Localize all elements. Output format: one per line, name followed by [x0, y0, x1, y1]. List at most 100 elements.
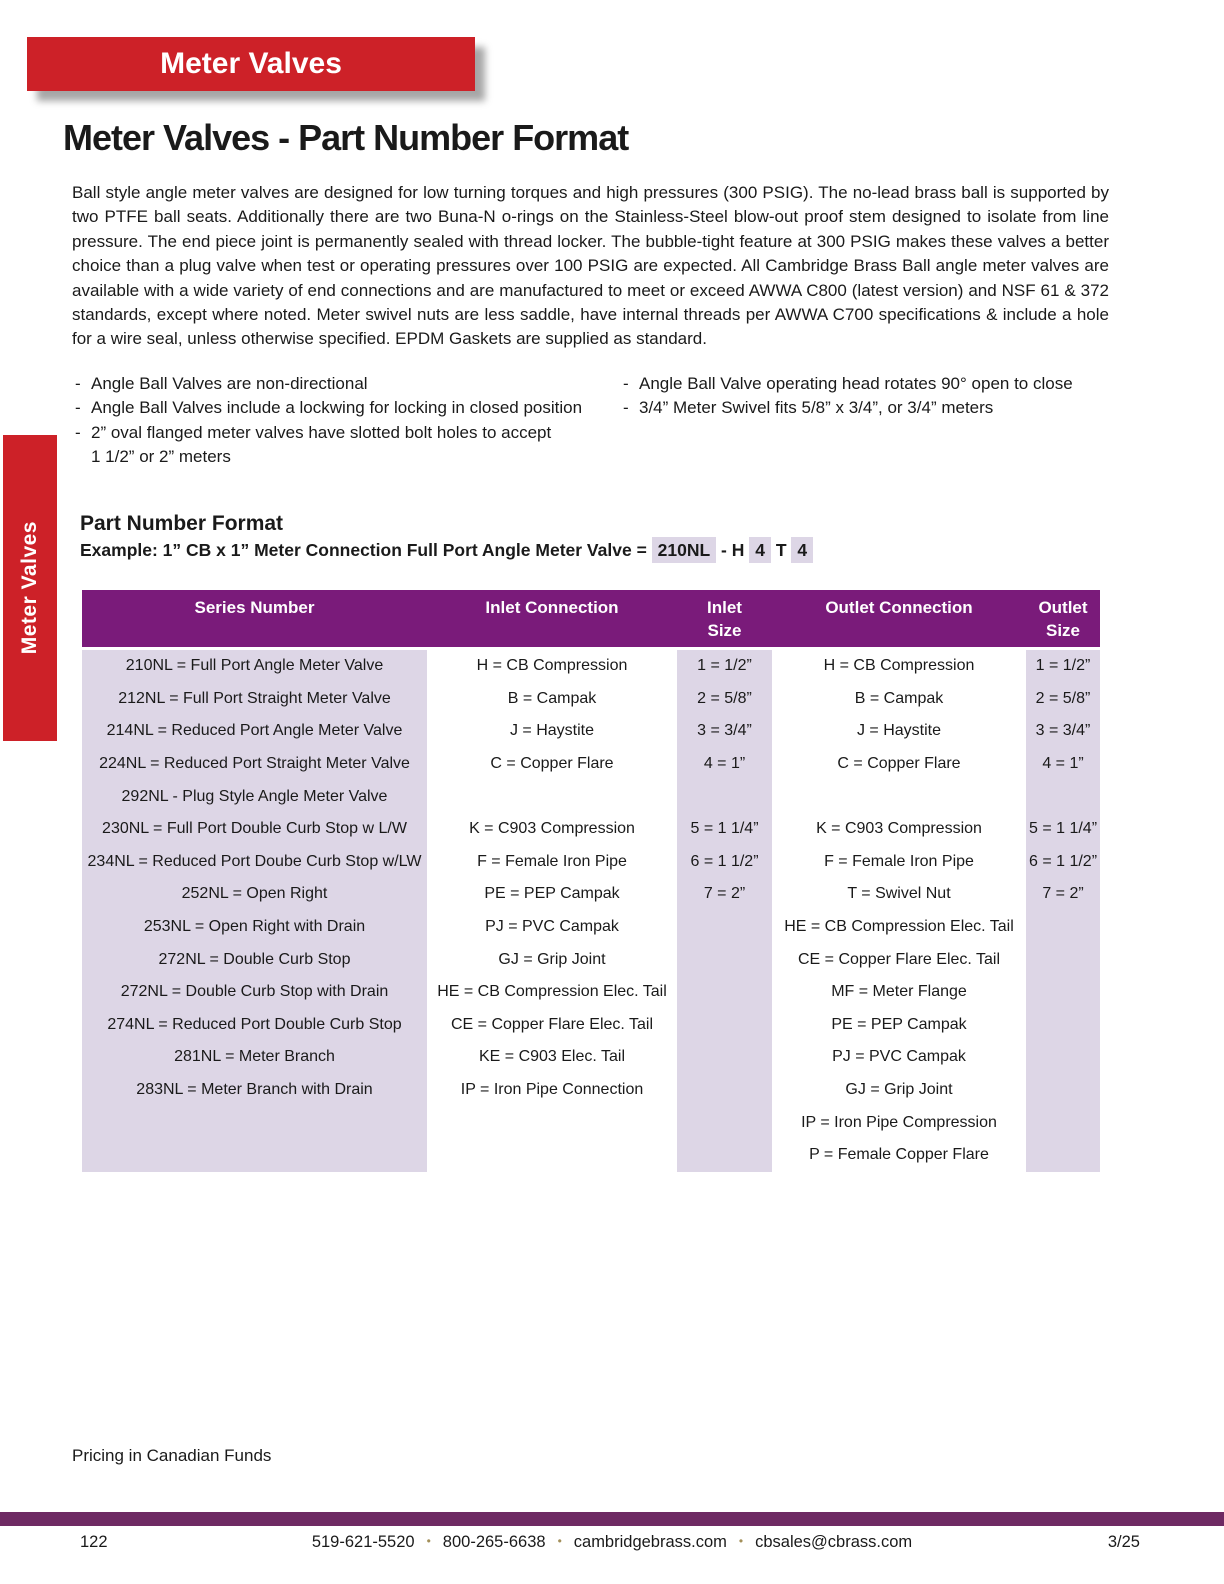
table-cell: H = CB Compression [476, 657, 628, 675]
table-cell [677, 1008, 772, 1042]
column-header: Series Number [194, 598, 315, 617]
example-segment-highlighted: 4 [791, 537, 814, 563]
table-cell: 281NL = Meter Branch [82, 1041, 427, 1074]
table-cell: C = Copper Flare [837, 755, 961, 773]
table-cell: 7 = 2” [677, 878, 772, 911]
table-cell: 272NL = Double Curb Stop with Drain [82, 975, 427, 1009]
table-cell: IP = Iron Pipe Compression [801, 1113, 997, 1131]
bullet-list-right: Angle Ball Valve operating head rotates … [622, 372, 1122, 421]
footer-contact-item: 519-621-5520 [311, 1533, 415, 1551]
section-heading: Part Number Format [80, 512, 284, 535]
table-cell: CE = Copper Flare Elec. Tail [797, 950, 1000, 968]
table-cell: 2 = 5/8” [677, 682, 772, 716]
table-cell: HE = CB Compression Elec. Tail [784, 918, 1014, 936]
table-cell [677, 780, 772, 813]
bullet-item: 2” oval flanged meter valves have slotte… [74, 421, 619, 470]
table-cell [427, 1139, 677, 1172]
category-banner-label: Meter Valves [160, 47, 342, 80]
footer-contact: 519-621-5520 • 800-265-6638 • cambridgebrass… [0, 1533, 1224, 1552]
table-cell: GJ = Grip Joint [498, 950, 606, 968]
table-cell: 234NL = Reduced Port Doube Curb Stop w/L… [82, 845, 427, 879]
table-cell: 3 = 3/4” [677, 715, 772, 748]
table-cell: 5 = 1 1/4” [677, 812, 772, 846]
table-cell [82, 1106, 427, 1139]
table-cell: MF = Meter Flange [831, 983, 967, 1001]
table-cell: 212NL = Full Port Straight Meter Valve [82, 682, 427, 716]
table-cell [1026, 1073, 1100, 1107]
table-cell [677, 910, 772, 944]
table-cell: 5 = 1 1/4” [1026, 812, 1100, 846]
table-cell [677, 1073, 772, 1107]
table-cell: PJ = PVC Campak [832, 1048, 966, 1066]
pricing-note: Pricing in Canadian Funds [72, 1446, 272, 1465]
part-number-table: Series Number Inlet Connection Inlet Size O… [82, 590, 1100, 1172]
example-code: 210NL - H 4 T 4 [651, 537, 814, 563]
table-cell: F = Female Iron Pipe [824, 852, 974, 870]
column-header: Outlet Connection [825, 598, 973, 617]
footer-divider [0, 1512, 1224, 1526]
example-segment: - H [716, 540, 750, 560]
category-banner: Meter Valves [27, 37, 475, 91]
side-tab: Meter Valves [3, 435, 57, 741]
bullet-item: Angle Ball Valves are non-directional [74, 372, 619, 397]
table-cell [1026, 1138, 1100, 1172]
table-cell: 274NL = Reduced Port Double Curb Stop [82, 1008, 427, 1042]
page-title: Meter Valves - Part Number Format [63, 117, 629, 158]
column-header: Inlet Connection [485, 598, 619, 617]
table-cell: B = Campak [507, 689, 597, 707]
table-cell: 1 = 1/2” [677, 650, 772, 683]
table-body: 210NL = Full Port Angle Meter Valve H = C… [82, 650, 1100, 1172]
table-cell: 253NL = Open Right with Drain [82, 910, 427, 944]
footer-edition: 3/25 [1107, 1533, 1140, 1551]
separator-dot-icon: • [426, 1534, 431, 1548]
table-cell: 2 = 5/8” [1026, 682, 1100, 716]
table-cell: T = Swivel Nut [847, 885, 951, 903]
table-cell: 272NL = Double Curb Stop [82, 943, 427, 976]
table-cell [1026, 910, 1100, 944]
separator-dot-icon: • [738, 1534, 744, 1548]
table-cell: 210NL = Full Port Angle Meter Valve [82, 650, 427, 683]
table-cell: K = C903 Compression [469, 820, 635, 838]
footer: 122 519-621-5520 • 800-265-6638 • cambridgeb… [0, 1533, 1224, 1559]
table-cell: PE = PEP Campak [831, 1015, 967, 1033]
table-cell [677, 975, 772, 1009]
example-segment: T [770, 540, 792, 560]
table-cell: 3 = 3/4” [1026, 715, 1100, 748]
example-line: Example: 1” CB x 1” Meter Connection Ful… [80, 537, 814, 563]
table-cell: 224NL = Reduced Port Straight Meter Valv… [82, 747, 427, 781]
table-cell: PJ = PVC Campak [485, 918, 619, 936]
table-cell: C = Copper Flare [490, 755, 614, 773]
footer-contact-item: cbsales@cbrass.com [755, 1533, 913, 1551]
table-cell: HE = CB Compression Elec. Tail [437, 983, 667, 1001]
table-cell: 6 = 1 1/2” [677, 845, 772, 879]
table-cell: 1 = 1/2” [1026, 650, 1100, 683]
table-cell [1026, 1041, 1100, 1074]
table-cell: K = C903 Compression [816, 820, 982, 838]
table-cell: 4 = 1” [677, 747, 772, 781]
table-cell: KE = C903 Elec. Tail [478, 1048, 625, 1066]
footer-contact-item: 800-265-6638 [442, 1533, 546, 1551]
table-cell: J = Haystite [509, 722, 595, 740]
table-cell: 252NL = Open Right [82, 878, 427, 911]
table-cell: B = Campak [854, 689, 944, 707]
table-cell: 4 = 1” [1026, 747, 1100, 781]
example-segment-highlighted: 210NL [651, 537, 717, 563]
column-header: Outlet Size [1038, 598, 1088, 640]
table-cell: J = Haystite [856, 722, 942, 740]
intro-paragraph: Ball style angle meter valves are design… [72, 183, 1109, 349]
table-header: Series Number Inlet Connection Inlet Size O… [82, 590, 1100, 647]
table-cell [677, 1041, 772, 1074]
table-cell [1026, 780, 1100, 813]
bullet-list-left: Angle Ball Valves are non-directionalAng… [74, 372, 619, 469]
table-cell: 230NL = Full Port Double Curb Stop w L/W [82, 812, 427, 846]
table-cell: 292NL - Plug Style Angle Meter Valve [82, 780, 427, 813]
separator-dot-icon: • [557, 1534, 562, 1548]
table-cell [1026, 975, 1100, 1009]
table-cell: 7 = 2” [1026, 878, 1100, 911]
table-cell [772, 780, 1026, 813]
bullet-item: Angle Ball Valves include a lockwing for… [74, 396, 619, 421]
table-cell [677, 1138, 772, 1172]
side-tab-label: Meter Valves [18, 521, 41, 655]
table-cell [677, 1106, 772, 1139]
bullet-item: Angle Ball Valve operating head rotates … [622, 372, 1122, 397]
